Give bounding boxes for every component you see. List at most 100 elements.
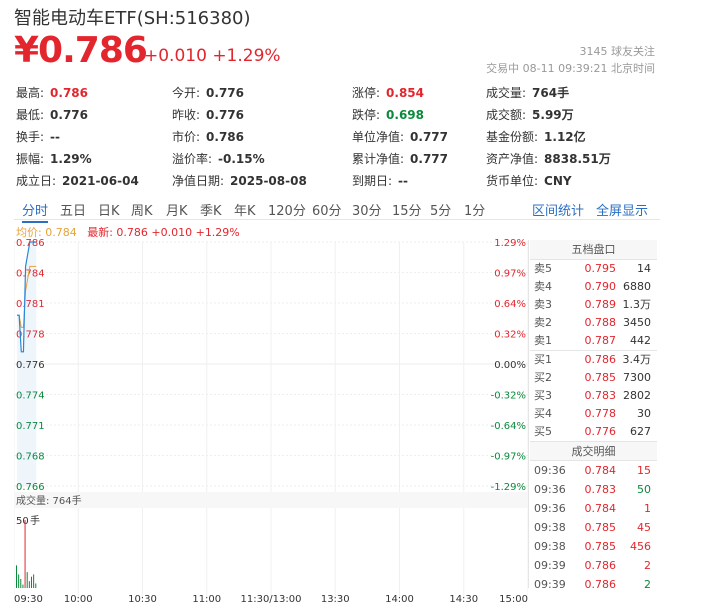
trade-price: 0.786 (584, 559, 617, 572)
trade-volume: 2 (644, 559, 651, 572)
book-volume: 3.4万 (622, 353, 652, 366)
trade-price: 0.785 (584, 540, 617, 553)
price-tick-label: 0.786 (16, 238, 45, 249)
pct-tick-label: -0.97% (491, 452, 526, 463)
tab-3[interactable]: 周K (131, 204, 153, 219)
stat-label: 振幅: (16, 152, 45, 166)
trade-volume: 15 (637, 464, 651, 477)
trade-time: 09:36 (534, 464, 566, 477)
book-price: 0.790 (584, 280, 617, 293)
stat-item: 资产净值: 8838.51万 (486, 150, 611, 167)
tab-6[interactable]: 年K (234, 204, 256, 219)
trade-volume: 1 (644, 502, 651, 515)
stat-label: 基金份额: (486, 130, 539, 144)
order-book-row: 买3 0.783 2802 (530, 387, 657, 405)
book-volume: 14 (637, 262, 651, 275)
volume-bar (24, 520, 26, 588)
order-book-title: 五档盘口 (530, 240, 657, 260)
book-price: 0.795 (584, 262, 617, 275)
trade-status-time: 交易中 08-11 09:39:21 北京时间 (486, 62, 655, 75)
stat-label: 换手: (16, 130, 45, 144)
order-book-row: 卖1 0.787 442 (530, 332, 657, 350)
pct-tick-label: 0.00% (494, 360, 526, 371)
stat-item: 累计净值: 0.777 (352, 150, 448, 167)
book-level: 卖4 (534, 280, 552, 293)
stat-item: 换手: -- (16, 128, 60, 145)
time-tick-label: 11:00 (192, 594, 221, 604)
trade-time: 09:38 (534, 521, 566, 534)
stat-value: 0.777 (410, 152, 449, 166)
volume-bar (16, 565, 17, 588)
book-level: 买5 (534, 425, 552, 438)
price-tick-label: 0.778 (16, 330, 45, 341)
tabs-divider (14, 219, 660, 220)
stat-label: 最高: (16, 86, 45, 100)
stat-value: 0.786 (50, 86, 89, 100)
tab-9[interactable]: 30分 (352, 204, 382, 219)
trade-volume: 2 (644, 578, 651, 591)
trade-row: 09:36 0.784 15 (530, 461, 657, 480)
price-change: +0.010 +1.29% (144, 46, 281, 66)
stat-value: 2021-06-04 (62, 174, 139, 188)
stat-item: 昨收: 0.776 (172, 106, 244, 123)
stat-value: -0.15% (218, 152, 265, 166)
stat-item: 涨停: 0.854 (352, 84, 424, 101)
stat-item: 最低: 0.776 (16, 106, 88, 123)
fullscreen-link[interactable]: 全屏显示 (596, 204, 649, 219)
book-level: 买1 (534, 353, 552, 366)
stat-item: 跌停: 0.698 (352, 106, 424, 123)
pct-tick-label: -1.29% (491, 482, 526, 493)
time-tick-label: 14:30 (449, 594, 478, 604)
avg-price-line (17, 265, 37, 328)
pct-tick-label: 0.64% (494, 299, 526, 310)
trade-price: 0.784 (584, 502, 617, 515)
stats-row: 振幅: 1.29% 溢价率: -0.15% 累计净值: 0.777 资产净值: 8838.51… (16, 150, 686, 172)
intraday-chart[interactable]: 0.786 1.29% 0.784 0.97% 0.781 0.64% 0.778 0.32%… (14, 236, 528, 604)
book-price: 0.778 (584, 407, 617, 420)
book-volume: 627 (630, 425, 651, 438)
price-tick-label: 0.781 (16, 299, 45, 310)
order-book-row: 买2 0.785 7300 (530, 369, 657, 387)
stat-item: 货币单位: CNY (486, 172, 572, 189)
stat-item: 成交额: 5.99万 (486, 106, 574, 123)
volume-header-bg (14, 492, 528, 508)
book-volume: 30 (637, 407, 651, 420)
range-stats-link[interactable]: 区间统计 (532, 204, 585, 219)
followers-count[interactable]: 3145 球友关注 (579, 45, 656, 58)
pct-tick-label: 0.32% (494, 330, 526, 341)
tab-5[interactable]: 季K (200, 204, 222, 219)
stat-item: 今开: 0.776 (172, 84, 244, 101)
order-book-panel: 五档盘口 卖5 0.795 14 卖4 0.790 6880 卖3 0.789 1.3万 卖2 0.… (530, 240, 657, 594)
price-line (17, 241, 37, 353)
trade-row: 09:39 0.786 2 (530, 575, 657, 594)
volume-bar (30, 576, 32, 588)
tab-10[interactable]: 15分 (392, 204, 422, 219)
stat-label: 成立日: (16, 174, 57, 188)
volume-bar (20, 578, 22, 588)
tab-8[interactable]: 60分 (312, 204, 342, 219)
book-price: 0.787 (584, 334, 617, 347)
trade-row: 09:36 0.783 50 (530, 480, 657, 499)
tab-2[interactable]: 日K (98, 204, 120, 219)
tab-1[interactable]: 五日 (60, 204, 87, 219)
pct-tick-label: 1.29% (494, 238, 526, 249)
time-tick-label: 13:30 (321, 594, 350, 604)
volume-unit-label: 手 (30, 514, 40, 527)
tab-11[interactable]: 5分 (430, 204, 452, 219)
trade-price: 0.783 (584, 483, 617, 496)
stat-label: 跌停: (352, 108, 381, 122)
book-volume: 1.3万 (622, 298, 652, 311)
tab-0[interactable]: 分时 (22, 200, 49, 223)
tab-4[interactable]: 月K (166, 204, 188, 219)
last-price-legend: 最新: 0.786 +0.010 +1.29% (87, 226, 240, 239)
book-price: 0.789 (584, 298, 617, 311)
stat-value: 5.99万 (532, 108, 574, 122)
tab-12[interactable]: 1分 (464, 204, 486, 219)
volume-bar (28, 581, 30, 588)
tab-7[interactable]: 120分 (268, 204, 306, 219)
stat-item: 成立日: 2021-06-04 (16, 172, 139, 189)
stat-value: -- (398, 174, 409, 188)
trade-price: 0.785 (584, 521, 617, 534)
order-book-row: 买1 0.786 3.4万 (530, 351, 657, 369)
book-volume: 442 (630, 334, 651, 347)
